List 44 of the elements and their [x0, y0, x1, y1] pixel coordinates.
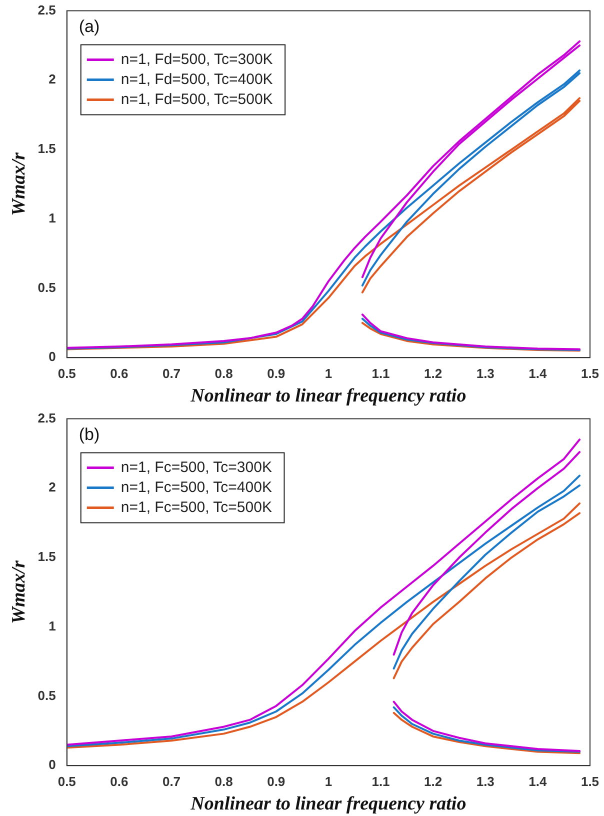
x-tick-label: 0.7 — [162, 366, 181, 381]
y-tick-label: 1.5 — [38, 549, 56, 564]
x-axis-title: Nonlinear to linear frequency ratio — [190, 386, 466, 407]
y-tick-label: 1 — [48, 618, 56, 634]
x-tick-label: 1.5 — [580, 366, 600, 381]
x-tick-label: 0.7 — [162, 774, 181, 789]
x-tick-label: 0.8 — [214, 366, 233, 381]
y-tick-label: 0.5 — [38, 688, 56, 703]
x-tick-label: 1.1 — [372, 366, 390, 381]
x-tick-label: 0.9 — [267, 774, 286, 789]
x-tick-label: 1.3 — [476, 774, 494, 789]
annotation: (a) — [78, 16, 100, 36]
x-tick-label: 0.6 — [110, 366, 128, 381]
legend-label: n=1, Fd=500, Tc=500K — [120, 90, 273, 108]
y-tick-label: 0 — [48, 349, 56, 364]
y-tick-label: 2.5 — [38, 410, 56, 426]
x-tick-label: 1.2 — [424, 774, 442, 789]
y-tick-label: 2.5 — [38, 2, 56, 18]
y-tick-label: 1 — [48, 210, 56, 226]
x-tick-label: 1.4 — [528, 774, 548, 789]
y-tick-label: 1.5 — [38, 141, 56, 156]
x-tick-label: 1.2 — [424, 366, 442, 381]
x-tick-label: 1 — [324, 366, 332, 381]
x-tick-label: 0.9 — [267, 366, 286, 381]
y-tick-label: 2 — [48, 72, 56, 87]
x-tick-label: 1.4 — [528, 366, 548, 381]
y-axis-title: Wmax/r — [8, 560, 30, 624]
legend-label: n=1, Fc=500, Tc=300K — [120, 458, 272, 476]
y-tick-label: 2 — [48, 480, 56, 495]
y-tick-label: 0.5 — [38, 280, 56, 295]
x-tick-label: 1.1 — [372, 774, 390, 789]
legend-label: n=1, Fd=500, Tc=400K — [120, 70, 273, 88]
x-tick-label: 1.5 — [580, 774, 600, 789]
x-axis-title: Nonlinear to linear frequency ratio — [190, 794, 466, 815]
y-tick-label: 0 — [48, 757, 56, 772]
legend-label: n=1, Fd=500, Tc=300K — [120, 50, 273, 68]
legend-label: n=1, Fc=500, Tc=500K — [120, 498, 272, 516]
x-tick-label: 0.6 — [110, 774, 128, 789]
legend-label: n=1, Fc=500, Tc=400K — [120, 478, 272, 496]
annotation: (b) — [78, 424, 100, 444]
x-tick-label: 1.3 — [476, 366, 494, 381]
y-axis-title: Wmax/r — [8, 152, 30, 216]
x-tick-label: 1 — [324, 774, 332, 789]
x-tick-label: 0.8 — [214, 774, 233, 789]
